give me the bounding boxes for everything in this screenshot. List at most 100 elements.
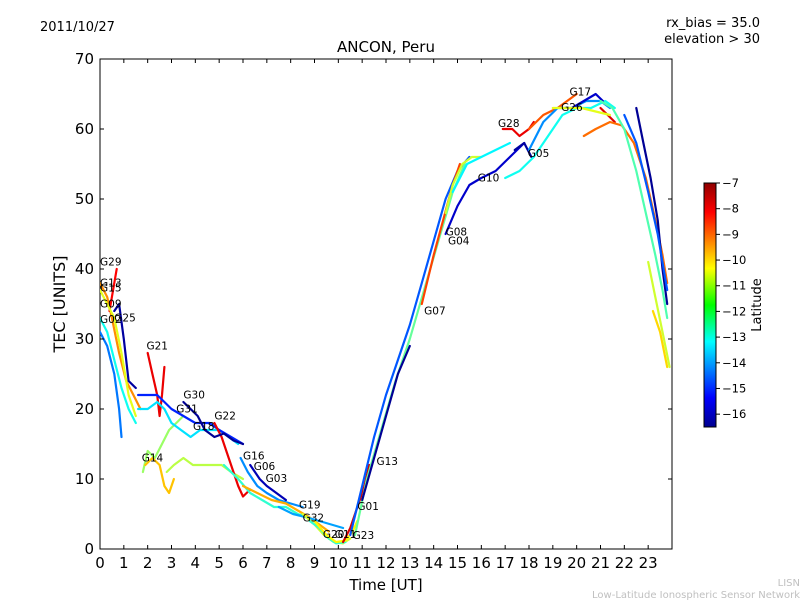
x-tick-label: 5 [214,554,224,572]
x-axis-label: Time [UT] [348,576,422,594]
y-tick-label: 60 [75,120,94,138]
satellite-label: G29 [100,257,122,269]
colorbar-tick-label: −11 [722,279,746,293]
satellite-label: G26 [561,102,583,114]
y-tick-label: 30 [75,330,94,348]
satellite-label: G31 [176,404,198,416]
x-tick-label: 17 [496,554,515,572]
colorbar-tick-label: −10 [722,253,746,267]
series-line-g26c [570,92,604,110]
series-line-g03 [222,463,311,519]
satellite-label: G17 [570,86,592,98]
series-layer [100,92,671,545]
colorbar-tick-label: −9 [722,227,739,241]
satellite-label: G14 [142,453,164,465]
series-line-g10 [451,141,511,194]
series-line-g23 [313,519,359,544]
satellite-label: G13 [376,456,398,468]
y-tick-label: 0 [84,540,94,558]
satellite-label: G07 [424,306,446,318]
date-label: 2011/10/27 [40,20,115,35]
series-line-g32 [277,505,345,530]
series-line-g16 [239,456,304,509]
satellite-label: G10 [478,173,500,185]
y-tick-label: 10 [75,470,94,488]
satellite-label: G19 [299,499,321,511]
satellite-label: G28 [498,118,520,130]
y-tick-label: 40 [75,260,94,278]
x-tick-label: 0 [95,554,105,572]
series-line-g13 [108,267,118,313]
series-line-g10b [444,141,526,236]
satellite-label: G13 [100,278,122,290]
satellite-label: G01 [357,501,379,513]
series-line-gx3 [599,99,669,320]
x-tick-label: 22 [615,554,634,572]
satellite-label: G04 [448,236,470,248]
colorbar-tick-label: −12 [722,304,746,318]
satellite-label: G25 [114,313,136,325]
x-tick-label: 12 [376,554,395,572]
series-line-g11 [308,519,347,545]
series-line-g30 [137,393,245,446]
colorbar-label: Latitude [750,278,765,332]
series-line-g09 [100,316,137,425]
colorbar-tick-label: −7 [722,176,739,190]
colorbar-tick-label: −15 [722,381,746,395]
y-axis-label: TEC [UNITS] [50,256,69,354]
satellite-label: G16 [243,450,265,462]
series-line-g06 [249,463,287,502]
axis-ticks: 0 1 2 3 4 5 6 7 8 9 10 11 12 13 14 15 16 17 18 19 20 21 22 2301… [75,50,672,572]
series-line-gx5 [623,113,669,292]
series-line-g14b [144,456,175,495]
x-tick-label: 16 [472,554,491,572]
x-tick-label: 7 [262,554,272,572]
x-tick-label: 18 [519,554,538,572]
series-line-g15 [100,288,137,418]
series-line-gx4 [635,106,669,306]
series-line-g25 [113,302,137,390]
satellite-label: G20 [323,529,345,541]
x-tick-label: 23 [639,554,658,572]
x-tick-label: 13 [400,554,419,572]
colorbar-tick-label: −13 [722,330,746,344]
x-tick-label: 10 [329,554,348,572]
colorbar-tick-label: −8 [722,202,739,216]
satellite-label: G03 [266,473,288,485]
colorbar-tick-label: −16 [722,407,746,421]
colorbar [703,182,717,428]
x-tick-label: 4 [191,554,201,572]
plot-area [99,58,673,550]
footer-lisn: LISN [778,578,800,589]
series-line-gx6 [647,260,671,369]
x-tick-label: 15 [448,554,467,572]
chart-title: ANCON, Peru [337,38,435,56]
satellite-label: G08 [446,226,468,238]
satellite-label: G30 [183,390,205,402]
series-line-g13b [349,155,471,537]
footer-network: Low-Latitude Ionospheric Sensor Network [592,590,800,600]
x-tick-label: 8 [286,554,296,572]
series-line-g29 [100,281,142,411]
elevation-label: elevation > 30 [664,32,760,47]
x-tick-label: 20 [567,554,586,572]
series-line-g30b [182,400,245,446]
x-tick-label: 9 [310,554,320,572]
y-tick-label: 70 [75,50,94,68]
y-tick-label: 20 [75,400,94,418]
rx-bias-label: rx_bias = 35.0 [666,16,760,31]
satellite-label: G22 [214,411,236,423]
satellite-label: G09 [100,299,122,311]
satellite-label: G06 [254,461,276,473]
series-line-g21 [146,351,166,418]
series-line-g13c [361,344,411,502]
x-tick-label: 3 [167,554,177,572]
x-tick-label: 21 [591,554,610,572]
series-line-gx1 [551,106,612,117]
x-tick-label: 11 [353,554,372,572]
satellite-label: G02 [100,314,122,326]
x-tick-label: 14 [424,554,443,572]
satellite-label: G15 [100,282,122,294]
